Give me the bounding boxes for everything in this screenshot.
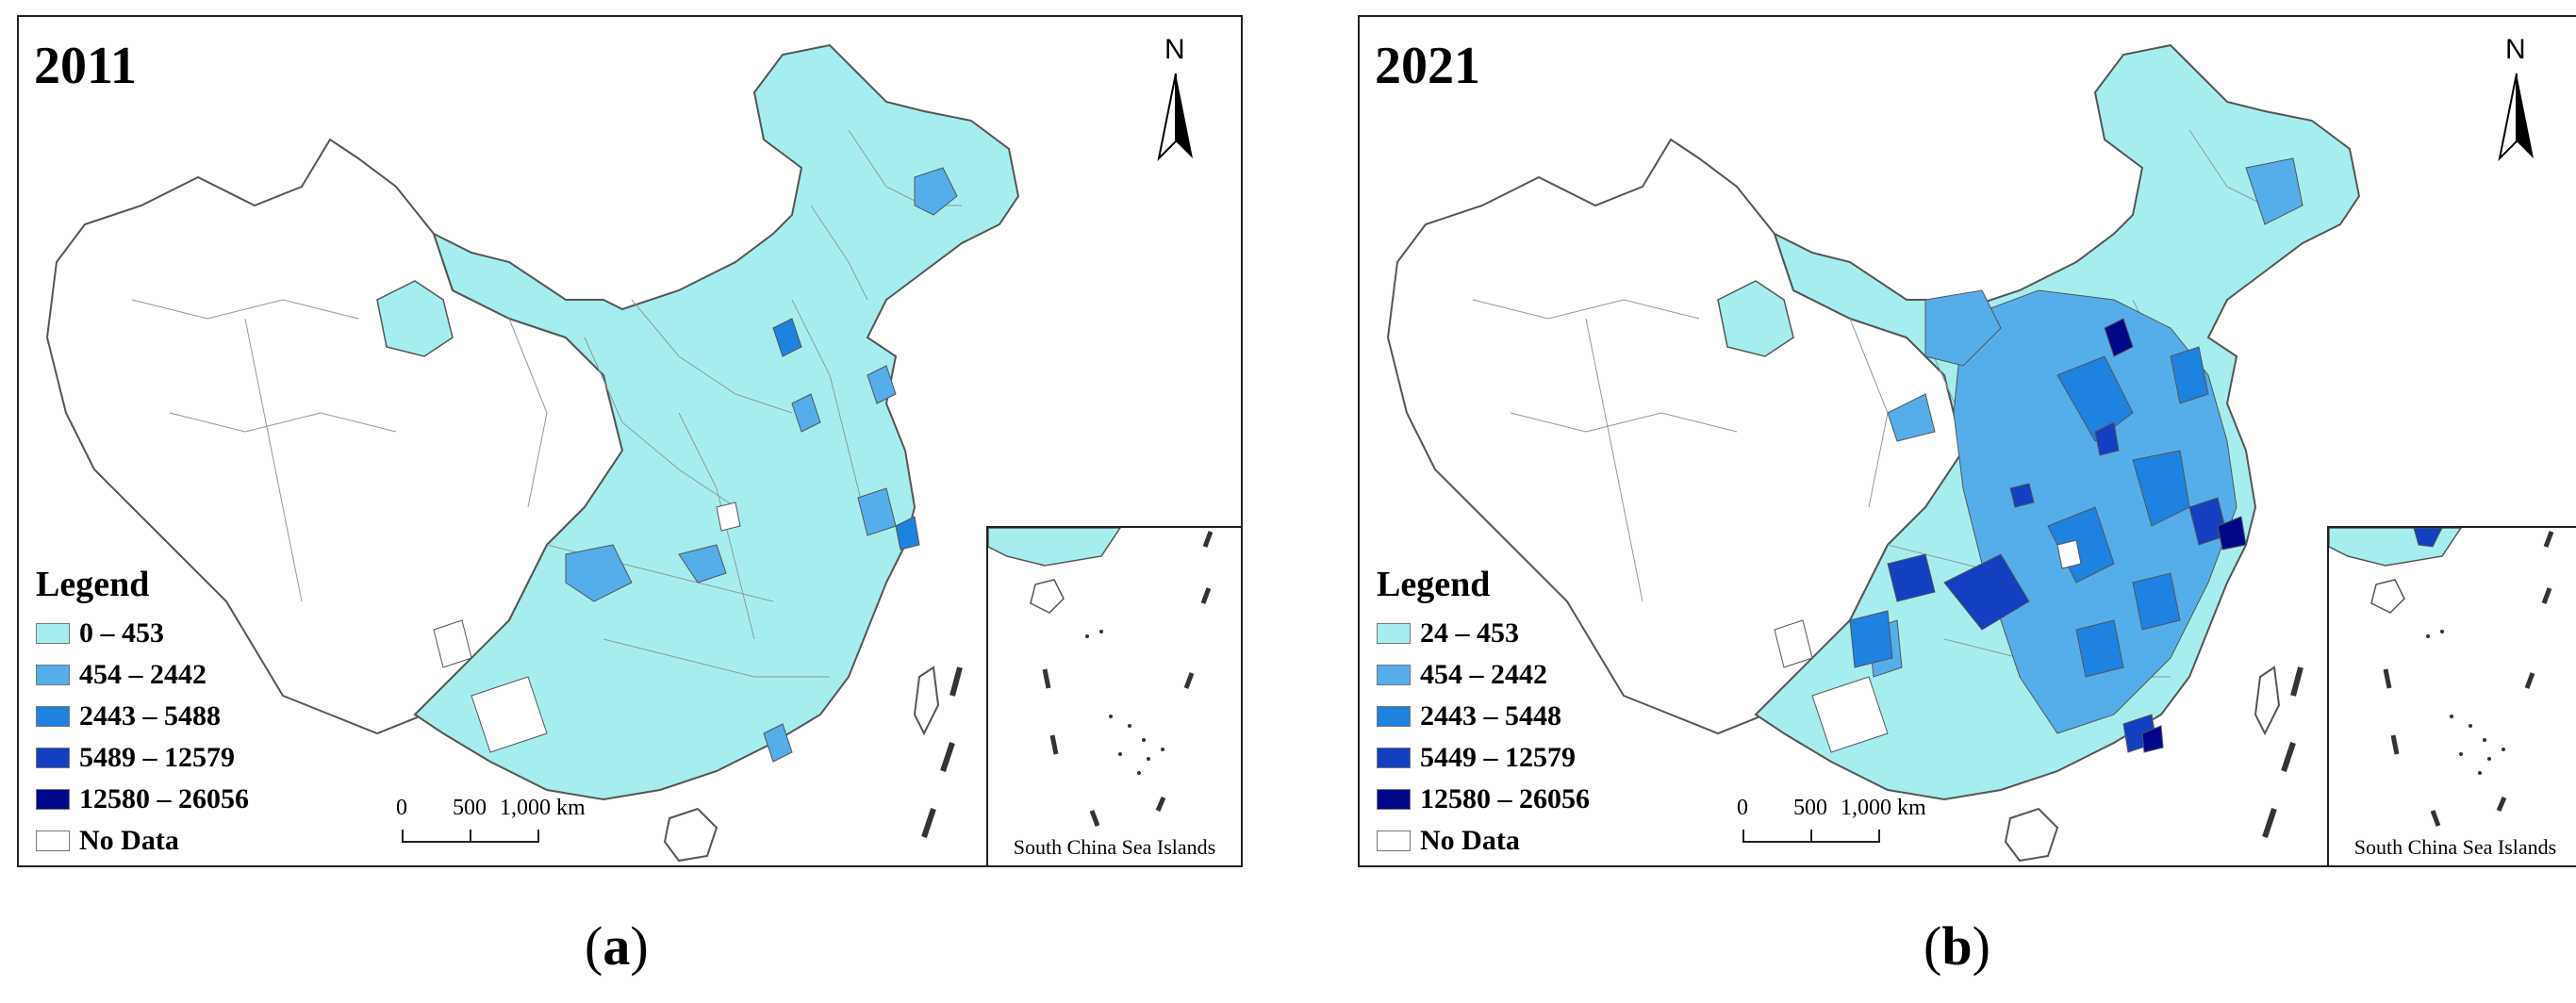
taiwan-island <box>913 666 940 736</box>
north-letter: N <box>1164 34 1185 65</box>
legend-swatch <box>1377 789 1411 810</box>
scale-label-0: 0 <box>1737 796 1748 820</box>
scale-label-1000: 1,000 km <box>1841 796 1926 820</box>
legend-swatch <box>1377 748 1411 768</box>
scale-label-0: 0 <box>396 796 407 820</box>
legend-item: 24 – 453 <box>1377 613 1590 654</box>
scale-label-500: 500 <box>453 796 487 820</box>
legend-label: 5449 – 12579 <box>1420 742 1576 773</box>
class1-patches <box>565 167 958 763</box>
legend-item: 12580 – 26056 <box>36 779 249 820</box>
legend-swatch <box>1377 665 1411 685</box>
scale-tick <box>470 830 471 843</box>
legend-item: 2443 – 5448 <box>1377 696 1590 737</box>
legend-label: 5489 – 12579 <box>79 742 235 773</box>
legend-label: 454 – 2442 <box>79 659 206 690</box>
nodata-holes <box>1774 539 2082 753</box>
scale-bar: 0 500 1,000 km <box>1709 796 1926 852</box>
caption-letter: a <box>603 915 631 977</box>
boundary-dashes <box>2262 666 2304 838</box>
legend-item: 5449 – 12579 <box>1377 737 1590 779</box>
legend-label: No Data <box>79 825 179 856</box>
legend-swatch <box>36 706 70 727</box>
legend-swatch <box>1377 830 1411 851</box>
scale-tick <box>1742 830 1744 843</box>
caption-a: (a) <box>585 915 649 977</box>
legend-label: 0 – 453 <box>79 617 164 649</box>
class2-patches <box>1849 346 2209 678</box>
legend-label: 454 – 2442 <box>1420 659 1547 690</box>
caption-b: (b) <box>1924 915 1990 977</box>
legend-label: No Data <box>1420 825 1520 856</box>
nodata-holes <box>433 502 741 753</box>
scale-tick <box>537 830 539 843</box>
legend-title: Legend <box>1377 565 1491 604</box>
legend-swatch <box>36 623 70 644</box>
scale-bar: 0 500 1,000 km <box>368 796 586 852</box>
south-china-sea-inset: South China Sea Islands <box>986 526 1241 865</box>
legend-item: No Data <box>1377 820 1590 862</box>
north-letter: N <box>2505 34 2526 65</box>
legend-label: 12580 – 26056 <box>1420 783 1590 814</box>
class3-patches <box>1887 421 2228 753</box>
north-class1-area <box>1924 289 2002 367</box>
legend-label: 24 – 453 <box>1420 617 1519 649</box>
legend-swatch <box>1377 623 1411 644</box>
inset-map <box>2329 528 2554 827</box>
legend-swatch <box>36 665 70 685</box>
scale-tick <box>1878 830 1880 843</box>
legend-label: 2443 – 5488 <box>79 700 221 732</box>
caption-letter: b <box>1941 915 1973 977</box>
legend-item: 454 – 2442 <box>36 654 249 696</box>
scale-label-1000: 1,000 km <box>500 796 586 820</box>
boundary-dashes <box>921 666 963 838</box>
legend-label: 2443 – 5448 <box>1420 700 1561 732</box>
north-arrow-icon <box>2498 73 2534 162</box>
china-map-2011 <box>45 43 1020 863</box>
legend-swatch <box>36 748 70 768</box>
map-year-title: 2011 <box>34 37 137 95</box>
inset-map <box>988 528 1214 827</box>
class2-patches <box>772 318 920 551</box>
legend-swatch <box>36 830 70 851</box>
legend-item: 454 – 2442 <box>1377 654 1590 696</box>
legend-item: 5489 – 12579 <box>36 737 249 779</box>
china-map-2021 <box>1386 43 2361 863</box>
east-region-class0 <box>413 43 1020 801</box>
class4-patches <box>2104 318 2247 753</box>
map-panel-2011: 2011 N Legend 0 – 453 454 – 2442 2443 – … <box>17 15 1243 867</box>
legend-title: Legend <box>36 565 150 604</box>
south-china-sea-inset: South China Sea Islands <box>2327 526 2576 865</box>
legend-item: 2443 – 5488 <box>36 696 249 737</box>
scale-tick <box>402 830 404 843</box>
legend-swatch <box>36 789 70 810</box>
north-arrow-icon <box>1157 73 1193 162</box>
map-legend: Legend 0 – 453 454 – 2442 2443 – 5488 54… <box>36 564 249 862</box>
legend-item: 0 – 453 <box>36 613 249 654</box>
map-year-title: 2021 <box>1375 37 1480 95</box>
inset-label: South China Sea Islands <box>1013 835 1216 859</box>
legend-item: No Data <box>36 820 249 862</box>
hainan-island <box>663 807 718 863</box>
scale-tick <box>1810 830 1812 843</box>
northwest-class0-spot <box>376 280 454 357</box>
legend-item: 12580 – 26056 <box>1377 779 1590 820</box>
map-panel-2021: 2021 N Legend 24 – 453 454 – 2442 2443 –… <box>1358 15 2576 867</box>
hainan-island <box>2004 807 2059 863</box>
northwest-class0-spot <box>1717 280 1794 357</box>
map-legend: Legend 24 – 453 454 – 2442 2443 – 5448 5… <box>1377 564 1590 862</box>
scale-label-500: 500 <box>1793 796 1827 820</box>
taiwan-island <box>2254 666 2281 736</box>
legend-label: 12580 – 26056 <box>79 783 249 814</box>
inset-label: South China Sea Islands <box>2353 835 2557 859</box>
legend-swatch <box>1377 706 1411 727</box>
